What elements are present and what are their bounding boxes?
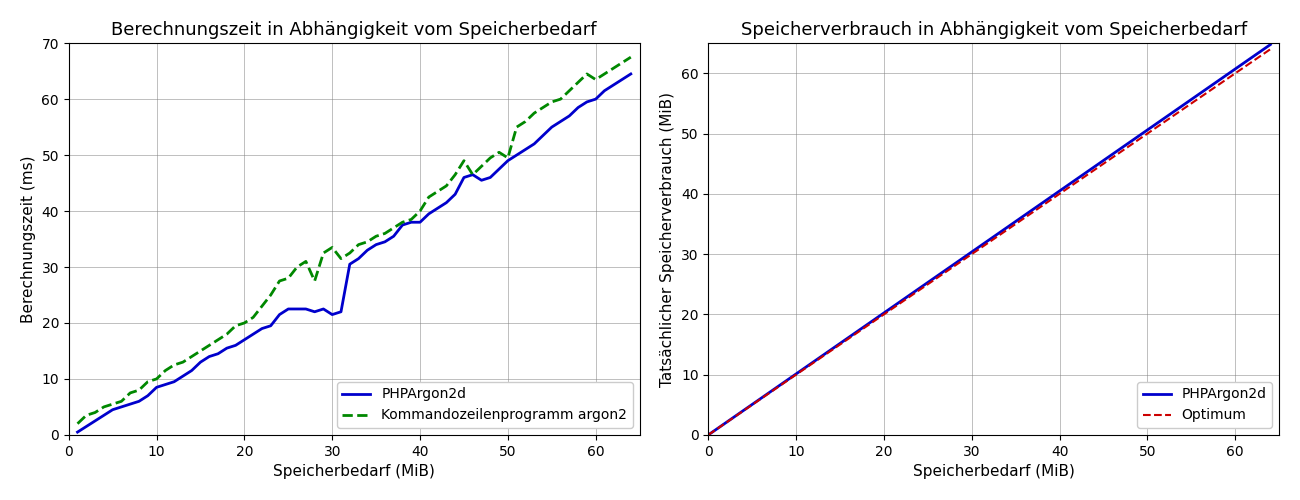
Kommandozeilenprogramm argon2: [377, 230, 393, 236]
Y-axis label: Berechnungszeit (ms): Berechnungszeit (ms): [21, 156, 36, 323]
Title: Berechnungszeit in Abhängigkeit vom Speicherbedarf: Berechnungszeit in Abhängigkeit vom Spei…: [112, 21, 597, 39]
Kommandozeilenprogramm argon2: [298, 258, 313, 264]
Kommandozeilenprogramm argon2: [623, 54, 638, 60]
PHPArgon2d: [1262, 42, 1278, 48]
Line: Optimum: Optimum: [708, 49, 1270, 435]
Optimum: [884, 306, 900, 312]
PHPArgon2d: [1054, 186, 1070, 192]
PHPArgon2d: [70, 429, 86, 435]
Kommandozeilenprogramm argon2: [430, 188, 446, 194]
Line: PHPArgon2d: PHPArgon2d: [78, 74, 630, 432]
PHPArgon2d: [140, 392, 156, 398]
Title: Speicherverbrauch in Abhängigkeit vom Speicherbedarf: Speicherverbrauch in Abhängigkeit vom Sp…: [741, 21, 1247, 39]
Line: Kommandozeilenprogramm argon2: Kommandozeilenprogramm argon2: [78, 57, 630, 424]
Optimum: [768, 386, 784, 392]
PHPArgon2d: [884, 304, 900, 310]
Optimum: [1262, 46, 1278, 52]
X-axis label: Speicherbedarf (MiB): Speicherbedarf (MiB): [913, 464, 1075, 479]
Kommandozeilenprogramm argon2: [70, 420, 86, 426]
Legend: PHPArgon2d, Optimum: PHPArgon2d, Optimum: [1138, 382, 1273, 428]
PHPArgon2d: [1106, 150, 1122, 156]
Kommandozeilenprogramm argon2: [140, 378, 156, 384]
Optimum: [923, 279, 939, 285]
Line: PHPArgon2d: PHPArgon2d: [708, 44, 1270, 435]
PHPArgon2d: [430, 205, 446, 211]
Optimum: [1054, 190, 1070, 196]
Legend: PHPArgon2d, Kommandozeilenprogramm argon2: PHPArgon2d, Kommandozeilenprogramm argon…: [337, 382, 633, 428]
Optimum: [1109, 152, 1124, 158]
PHPArgon2d: [923, 278, 939, 283]
Kommandozeilenprogramm argon2: [421, 194, 437, 200]
PHPArgon2d: [421, 211, 437, 217]
PHPArgon2d: [623, 71, 638, 77]
PHPArgon2d: [342, 261, 358, 267]
Kommandozeilenprogramm argon2: [342, 250, 358, 256]
PHPArgon2d: [1109, 148, 1124, 154]
PHPArgon2d: [768, 385, 784, 391]
PHPArgon2d: [377, 239, 393, 245]
PHPArgon2d: [701, 432, 716, 438]
PHPArgon2d: [298, 306, 313, 312]
X-axis label: Speicherbedarf (MiB): Speicherbedarf (MiB): [273, 464, 436, 479]
Optimum: [1106, 154, 1122, 160]
Optimum: [701, 432, 716, 438]
Y-axis label: Tatsächlicher Speicherverbrauch (MiB): Tatsächlicher Speicherverbrauch (MiB): [660, 92, 676, 387]
